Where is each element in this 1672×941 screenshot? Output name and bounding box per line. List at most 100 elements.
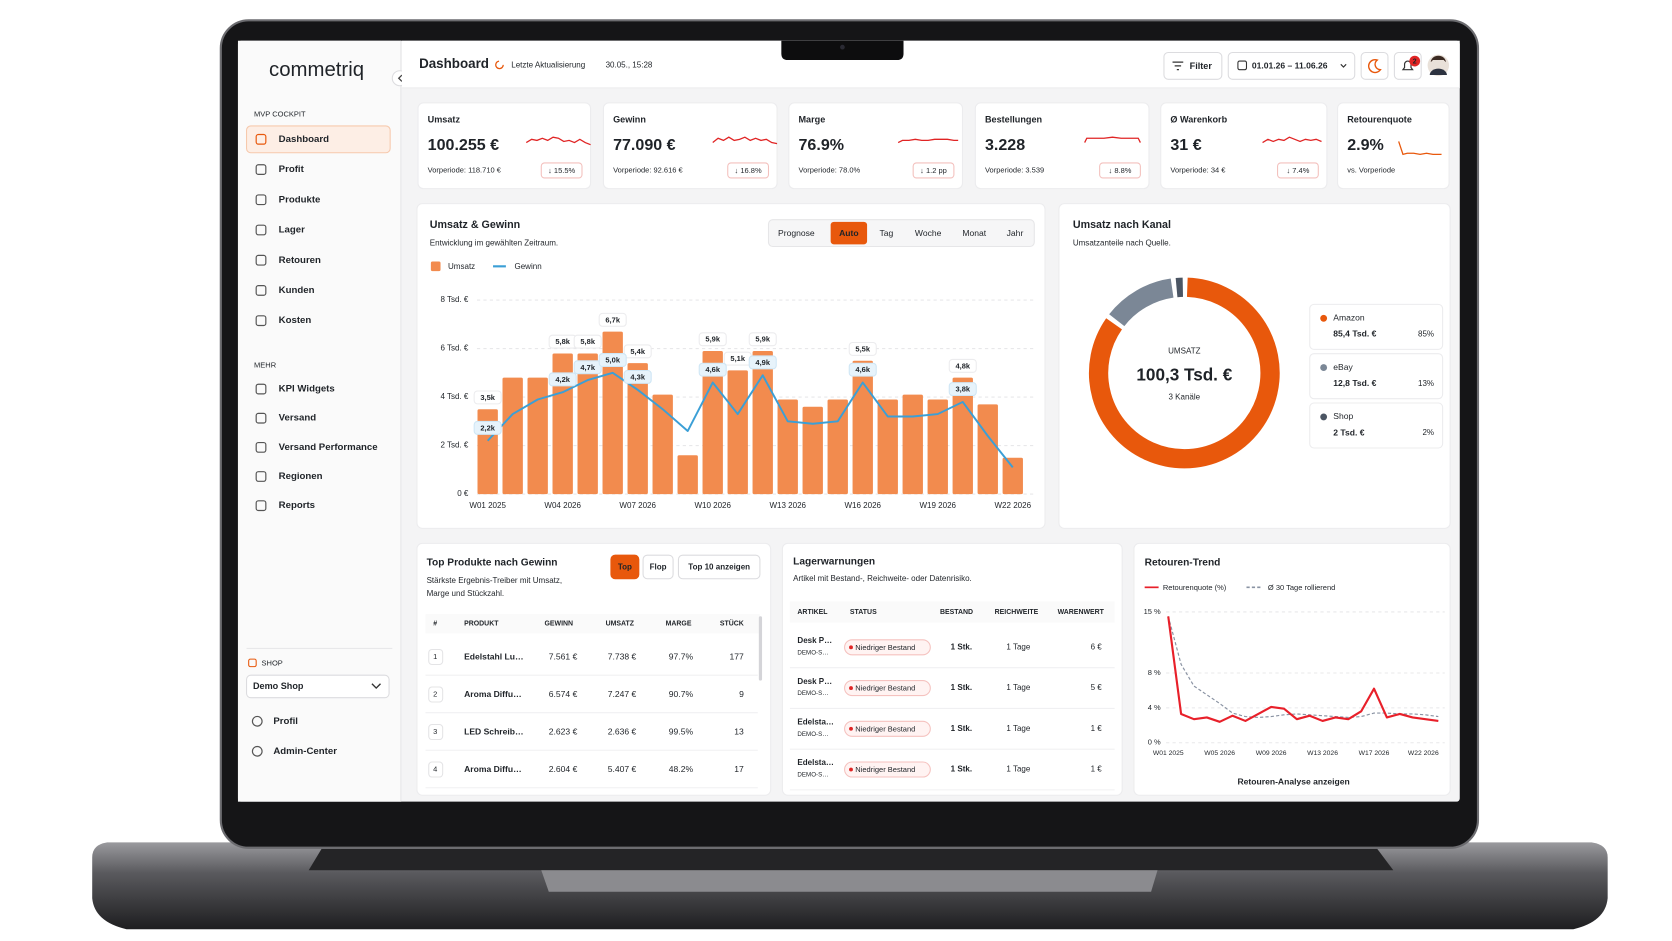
bar xyxy=(627,363,648,495)
collapse-chevron xyxy=(397,74,403,82)
table-cell: 2.636 € xyxy=(608,726,637,736)
bar xyxy=(702,351,723,495)
value-label-bg xyxy=(573,334,602,349)
table-cell: 97.7% xyxy=(669,651,694,661)
nav-item[interactable]: Retouren xyxy=(279,255,321,266)
nav-item[interactable]: Kunden xyxy=(279,285,315,296)
y-tick-label: 2 Tsd. € xyxy=(440,441,468,450)
nav-item[interactable]: Lager xyxy=(279,225,305,236)
kpi-value: 77.090 € xyxy=(613,136,676,154)
legend-card xyxy=(1309,353,1444,400)
nav-item[interactable]: Produkte xyxy=(279,194,321,205)
value-label-bg xyxy=(748,355,777,370)
legend-label: Ø 30 Tage rollierend xyxy=(1268,583,1335,592)
y-tick-label: 15 % xyxy=(1144,607,1161,616)
line xyxy=(486,371,1014,469)
card-subtitle: Entwicklung im gewählten Zeitraum. xyxy=(430,238,558,247)
value-label: 3,8k xyxy=(955,385,970,394)
value-label-bg xyxy=(848,341,877,356)
bar xyxy=(752,351,773,495)
legend-label: eBay xyxy=(1333,362,1353,372)
logo: commetriq xyxy=(269,59,364,81)
kpi-delta: ↓ 15.5% xyxy=(548,166,575,175)
theme-button[interactable] xyxy=(1360,51,1389,80)
analysis-link[interactable]: Retouren-Analyse anzeigen xyxy=(1237,777,1349,787)
nav-item[interactable]: Admin-Center xyxy=(273,746,337,757)
kpi-delta: ↓ 16.8% xyxy=(735,166,762,175)
table-cell: 13 xyxy=(734,726,744,736)
kpi-value: 3.228 xyxy=(985,136,1025,154)
nav-item[interactable]: KPI Widgets xyxy=(279,384,335,395)
x-tick-label: W22 2026 xyxy=(994,501,1031,510)
y-tick-label: 8 % xyxy=(1148,668,1161,677)
value-label: 4,6k xyxy=(855,365,870,374)
kpi-value: 76.9% xyxy=(798,136,844,154)
nav-item[interactable]: Profil xyxy=(273,716,298,727)
table-header: STATUS xyxy=(850,609,877,616)
legend-dot xyxy=(1320,413,1328,421)
nav-item[interactable]: Reports xyxy=(279,500,315,511)
nav-item[interactable]: Regionen xyxy=(279,471,323,482)
table-cell: 1 xyxy=(433,652,437,661)
button-bg[interactable] xyxy=(610,554,640,580)
nav-item[interactable]: Versand xyxy=(279,413,317,424)
value-label-bg xyxy=(623,344,652,359)
table-cell: LED Schreib… xyxy=(464,726,523,736)
y-tick-label: 0 % xyxy=(1148,738,1161,747)
filter-button[interactable] xyxy=(1163,51,1223,80)
x-tick-label: W16 2026 xyxy=(844,501,881,510)
button[interactable]: Top 10 anzeigen xyxy=(688,563,750,572)
table-header: PRODUKT xyxy=(464,621,499,628)
tab-active-bg xyxy=(830,221,868,245)
avatar-hair xyxy=(1430,55,1446,63)
table-cell: 7.247 € xyxy=(608,689,637,699)
shop-icon xyxy=(248,658,257,668)
value-label-bg xyxy=(473,420,502,435)
tab[interactable]: Woche xyxy=(915,228,942,238)
tab[interactable]: Tag xyxy=(879,228,893,238)
button[interactable]: Top xyxy=(618,563,632,572)
table-cell: 5.407 € xyxy=(608,764,637,774)
bar xyxy=(977,404,998,495)
value-label: 5,5k xyxy=(855,344,870,353)
nav-item[interactable]: Profit xyxy=(279,164,305,175)
bar xyxy=(777,399,798,495)
line xyxy=(1167,616,1439,723)
value-label-bg xyxy=(948,358,977,373)
bar xyxy=(602,331,623,495)
tab[interactable]: Auto xyxy=(839,228,858,238)
tab[interactable]: Monat xyxy=(962,228,986,238)
button[interactable]: Flop xyxy=(650,563,667,572)
sparkline xyxy=(897,138,959,144)
shop-select[interactable] xyxy=(245,674,390,699)
tab[interactable]: Jahr xyxy=(1007,228,1024,238)
table-cell: 1 Stk. xyxy=(951,765,972,774)
bar xyxy=(902,394,923,495)
table-cell: 1 Tage xyxy=(1006,642,1030,651)
card-subtitle: Umsatzanteile nach Quelle. xyxy=(1073,238,1171,247)
kpi-label: Ø Warenkorb xyxy=(1170,114,1227,124)
button-bg[interactable] xyxy=(677,554,761,580)
kpi-value: 2.9% xyxy=(1347,136,1384,154)
scrollbar xyxy=(758,616,763,681)
tab[interactable]: Prognose xyxy=(778,228,815,238)
kpi-delta-pill xyxy=(540,162,583,179)
nav-item[interactable]: Versand Performance xyxy=(279,442,379,453)
nav-item[interactable]: Dashboard xyxy=(279,134,329,145)
value-label-bg xyxy=(698,332,727,347)
date-button[interactable] xyxy=(1227,51,1356,80)
x-tick-label: W07 2026 xyxy=(619,501,656,510)
notification-count: 2 xyxy=(1413,58,1417,65)
status-pill xyxy=(844,639,931,656)
table-cell: 3 xyxy=(433,727,437,736)
table-cell: 6 € xyxy=(1091,642,1103,651)
donut-center-value: 100,3 Tsd. € xyxy=(1136,365,1232,385)
sparkline xyxy=(1084,136,1141,143)
nav-item[interactable]: Kosten xyxy=(279,315,312,326)
table-cell: 1 Tage xyxy=(1006,765,1030,774)
nav-icon xyxy=(255,441,267,453)
article-sku: DEMO-S… xyxy=(797,772,828,779)
value-label: 5,9k xyxy=(705,335,720,344)
value-label-bg xyxy=(473,390,502,405)
button-bg[interactable] xyxy=(642,554,674,580)
